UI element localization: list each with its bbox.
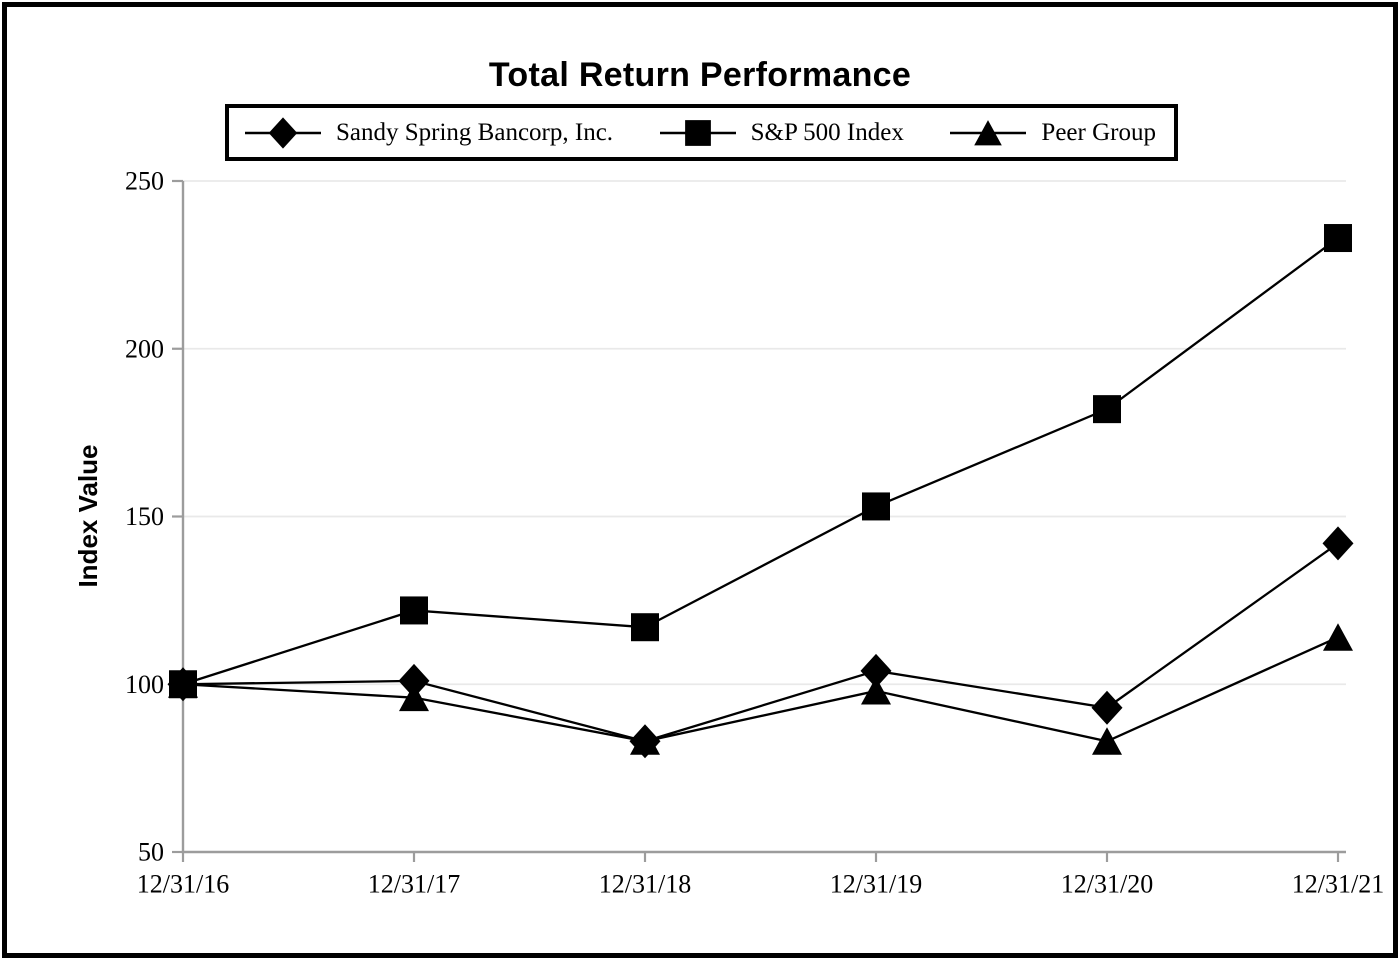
y-axis-title: Index Value [73,444,103,587]
legend-box: Sandy Spring Bancorp, Inc. S&P 500 Index… [225,104,1178,161]
x-tick-label: 12/31/20 [1061,870,1153,899]
data-point-square [1093,395,1121,424]
y-tick-label-200: 200 [125,334,164,363]
y-tick-label-100: 100 [125,670,164,699]
gridlines [183,180,1346,686]
series-square [169,224,1352,699]
data-point-diamond [398,663,430,698]
data-point-triangle [861,676,891,705]
series-triangle [168,623,1353,755]
data-point-square [631,613,659,642]
legend-diamond-glyph [268,116,298,149]
chart-title: Total Return Performance [488,56,912,94]
data-point-diamond [1322,526,1354,561]
series-line-square [182,237,1339,686]
data-point-diamond [860,653,892,688]
legend-triangle-glyph [974,119,1003,145]
data-point-triangle [1323,623,1353,651]
legend-item-sandy-spring: Sandy Spring Bancorp, Inc. [243,115,613,151]
x-tick-label: 12/31/19 [830,870,922,899]
series-diamond [167,526,1354,759]
axes [172,179,1346,862]
tick-labels: 50 100 150 200 250 12/31/16 12/31/17 12/31/18 12… [125,167,1384,899]
legend-item-sp500: S&P 500 Index [658,115,904,151]
square-marker-icon [659,119,736,146]
data-point-square [1324,224,1352,253]
legend-label-peer-group: Peer Group [1041,118,1156,146]
x-tick-label: 12/31/17 [368,870,460,899]
y-tick-label-50: 50 [138,838,164,867]
y-tick-label-150: 150 [125,502,164,531]
data-point-diamond [629,724,661,759]
x-tick-label: 12/31/18 [599,870,691,899]
data-point-square [400,596,428,625]
series-line-triangle [182,636,1339,743]
data-point-square [862,492,890,521]
diamond-marker-icon [245,116,321,149]
legend-label-sp500: S&P 500 Index [750,118,904,146]
legend-item-peer-group: Peer Group [948,115,1156,151]
data-point-triangle [1092,727,1122,755]
data-point-diamond [1091,690,1123,725]
x-tick-label: 12/31/21 [1292,870,1384,899]
x-tick-label: 12/31/16 [137,870,229,899]
data-point-square [169,670,197,699]
series-line-diamond [182,542,1339,743]
legend-square-glyph [684,119,711,146]
y-tick-label-250: 250 [125,167,164,196]
triangle-marker-icon [950,119,1027,145]
legend-label-sandy-spring: Sandy Spring Bancorp, Inc. [336,118,614,146]
